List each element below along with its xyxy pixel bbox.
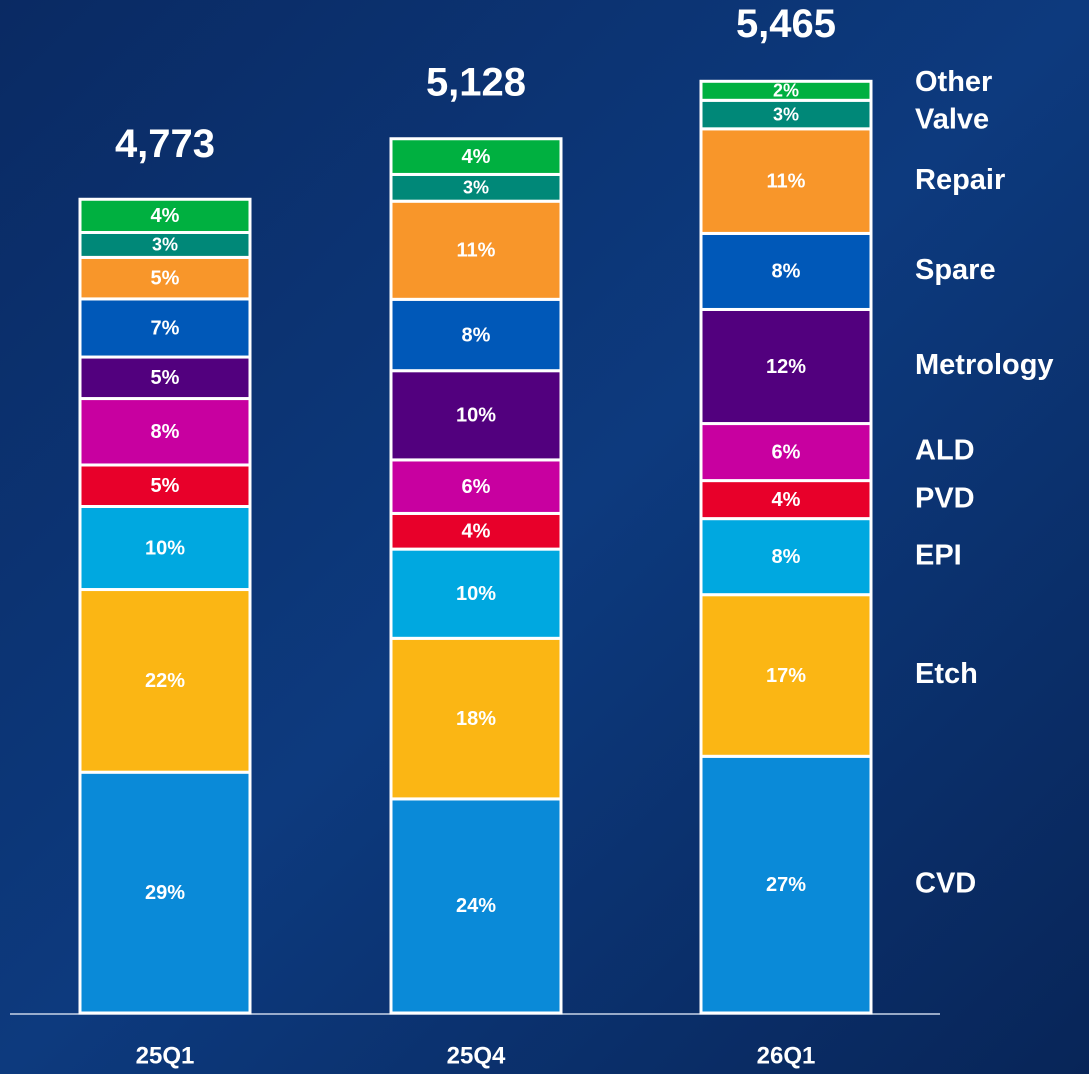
segment-label: 3% xyxy=(152,235,178,255)
total-label: 4,773 xyxy=(115,122,215,166)
legend-label: CVD xyxy=(915,867,976,899)
segment-label: 3% xyxy=(773,104,799,124)
bar-segment xyxy=(389,636,563,801)
segment-label: 29% xyxy=(145,882,185,904)
legend-label: ALD xyxy=(915,435,975,467)
segment-label: 7% xyxy=(151,317,180,339)
bar-segment xyxy=(699,754,873,1015)
legend-label: Spare xyxy=(915,254,996,286)
bar-segment xyxy=(389,199,563,301)
bar-segment xyxy=(78,463,252,508)
bar-segment xyxy=(389,458,563,515)
segment-label: 5% xyxy=(151,267,180,289)
legend-label: Repair xyxy=(915,164,1005,196)
segment-label: 18% xyxy=(456,708,496,730)
bar-segment xyxy=(699,593,873,758)
bar-segment xyxy=(699,79,873,102)
segment-label: 10% xyxy=(456,405,496,427)
legend-label: EPI xyxy=(915,539,962,571)
segment-label: 4% xyxy=(462,146,491,168)
x-tick-label: 25Q1 xyxy=(136,1042,195,1069)
segment-label: 2% xyxy=(773,81,799,101)
bar-segment xyxy=(389,369,563,462)
x-tick-label: 26Q1 xyxy=(757,1042,816,1069)
bar-segment xyxy=(78,297,252,359)
segment-label: 4% xyxy=(151,205,180,227)
bar-segment xyxy=(78,230,252,259)
segment-label: 4% xyxy=(462,521,491,543)
segment-label: 3% xyxy=(463,178,489,198)
segment-label: 6% xyxy=(462,476,491,498)
bar-segment xyxy=(78,197,252,234)
bar-segment xyxy=(389,172,563,203)
bar-segment xyxy=(389,797,563,1015)
bar-segment xyxy=(78,255,252,301)
bar-segment xyxy=(78,397,252,467)
legend-label: Other xyxy=(915,66,992,98)
x-tick-label: 25Q4 xyxy=(447,1042,506,1069)
segment-label: 22% xyxy=(145,670,185,692)
segment-label: 6% xyxy=(772,441,801,463)
segment-label: 5% xyxy=(151,367,180,389)
segment-label: 11% xyxy=(457,240,496,262)
bar-segment xyxy=(699,479,873,521)
total-label: 5,128 xyxy=(426,60,526,104)
segment-label: 12% xyxy=(766,356,806,378)
legend-label: Valve xyxy=(915,103,989,135)
segment-label: 4% xyxy=(772,489,801,511)
bar-segment xyxy=(699,307,873,426)
segment-label: 10% xyxy=(456,583,496,605)
legend-label: Etch xyxy=(915,658,978,690)
legend-label: Metrology xyxy=(915,349,1054,381)
segment-label: 8% xyxy=(772,261,801,283)
total-label: 5,465 xyxy=(736,2,836,46)
segment-label: 8% xyxy=(151,421,180,443)
segment-label: 24% xyxy=(456,895,496,917)
bar-segment xyxy=(78,770,252,1015)
bar-segment xyxy=(699,127,873,235)
bar-segment xyxy=(389,547,563,640)
segment-label: 8% xyxy=(462,324,491,346)
segment-label: 10% xyxy=(145,537,185,559)
segment-label: 5% xyxy=(151,475,180,497)
segment-label: 27% xyxy=(766,874,806,896)
bar-segment xyxy=(699,231,873,311)
bar-segment xyxy=(78,588,252,774)
segment-label: 11% xyxy=(767,170,806,192)
legend-label: PVD xyxy=(915,482,975,514)
segment-label: 8% xyxy=(772,546,801,568)
bar-segment xyxy=(389,137,563,176)
segment-label: 17% xyxy=(766,665,806,687)
